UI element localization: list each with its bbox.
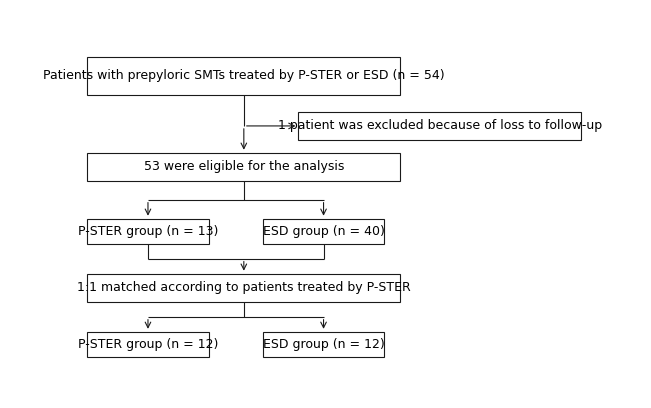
- Text: Patients with prepyloric SMTs treated by P-STER or ESD (n = 54): Patients with prepyloric SMTs treated by…: [43, 69, 445, 82]
- Bar: [87, 332, 208, 357]
- Bar: [87, 57, 400, 95]
- Text: ESD group (n = 40): ESD group (n = 40): [262, 225, 385, 238]
- Text: P-STER group (n = 12): P-STER group (n = 12): [77, 338, 218, 351]
- Text: 1:1 matched according to patients treated by P-STER: 1:1 matched according to patients treate…: [77, 281, 411, 294]
- Bar: [87, 153, 400, 181]
- Bar: [298, 112, 581, 140]
- Bar: [263, 219, 384, 244]
- Bar: [87, 274, 400, 302]
- Bar: [87, 219, 208, 244]
- Bar: [263, 332, 384, 357]
- Text: 53 were eligible for the analysis: 53 were eligible for the analysis: [144, 160, 344, 173]
- Text: ESD group (n = 12): ESD group (n = 12): [262, 338, 385, 351]
- Text: 1 patient was excluded because of loss to follow-up: 1 patient was excluded because of loss t…: [277, 120, 602, 133]
- Text: P-STER group (n = 13): P-STER group (n = 13): [77, 225, 218, 238]
